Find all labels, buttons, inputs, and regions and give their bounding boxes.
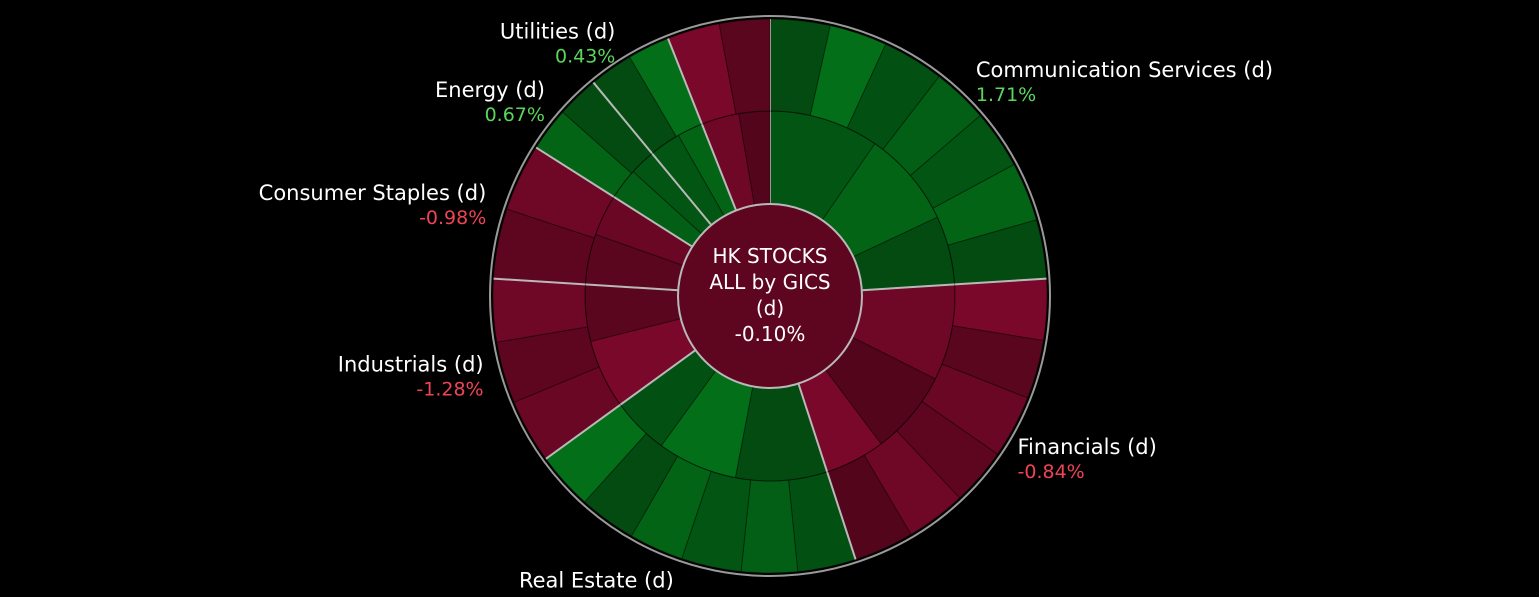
sector-change-health-care: -4.35%: [642, 0, 709, 2]
sector-label-energy[interactable]: Energy (d): [435, 78, 545, 102]
sector-change-real-estate: 0.55%: [613, 595, 673, 597]
sector-labels: Communication Services (d)1.71% Financial…: [259, 0, 1273, 597]
sector-real-estate-industry-2[interactable]: [740, 479, 799, 574]
sector-boundary-health-care: [667, 38, 738, 211]
sector-label-financials[interactable]: Financials (d): [1018, 435, 1157, 459]
sector-boundary-consumer-staples: [493, 277, 679, 292]
sector-financials-industry-1[interactable]: [952, 278, 1048, 342]
sector-communication-services-industry-1[interactable]: [769, 18, 831, 117]
sector-change-industrials: -1.28%: [416, 378, 483, 400]
sunburst-rings: [489, 15, 1051, 577]
sector-industrials-industry-1[interactable]: [513, 366, 622, 460]
center-title-line-3: (d): [756, 296, 784, 320]
sector-financials-industry-4[interactable]: [895, 400, 999, 499]
sector-boundary-industrials: [545, 349, 697, 460]
outer-ring: [489, 15, 1051, 577]
sector-label-communication-services[interactable]: Communication Services (d): [976, 58, 1273, 82]
sector-real-estate-industry-5[interactable]: [583, 432, 679, 537]
center-title-line-2: ALL by GICS: [709, 270, 830, 294]
sector-financials-industry-2[interactable]: [941, 325, 1044, 399]
sector-label-utilities[interactable]: Utilities (d): [500, 20, 615, 44]
sector-real-estate-industry-4[interactable]: [630, 455, 712, 560]
sector-communication-services-industry-5[interactable]: [909, 114, 1015, 210]
sector-label-real-estate[interactable]: Real Estate (d): [519, 569, 674, 593]
sector-boundary-financials: [861, 277, 1047, 292]
sector-change-communication-services: 1.71%: [976, 84, 1036, 106]
center-circle[interactable]: [677, 203, 863, 389]
center-title-line-1: HK STOCKS: [713, 244, 828, 268]
sector-energy-industry-1[interactable]: [535, 111, 633, 198]
ring-divider: [584, 110, 956, 482]
sector-label-consumer-staples[interactable]: Consumer Staples (d): [259, 181, 487, 205]
sector-boundary-energy: [535, 146, 693, 248]
sector-change-utilities: 0.43%: [555, 46, 615, 68]
sector-boundary-real-estate: [797, 383, 857, 560]
sector-change-energy: 0.67%: [485, 104, 545, 126]
sector-utilities-industry-1[interactable]: [592, 56, 678, 155]
sector-health-care-industry-2[interactable]: [718, 18, 771, 115]
center-hub[interactable]: HK STOCKS ALL by GICS (d) -0.10%: [677, 203, 863, 389]
center-value: -0.10%: [735, 322, 806, 346]
sector-change-financials: -0.84%: [1018, 461, 1085, 483]
sector-boundary-utilities: [592, 81, 713, 226]
sector-change-consumer-staples: -0.98%: [419, 207, 486, 229]
sector-label-industrials[interactable]: Industrials (d): [338, 352, 484, 376]
sector-communication-services-industry-2[interactable]: [809, 25, 887, 129]
